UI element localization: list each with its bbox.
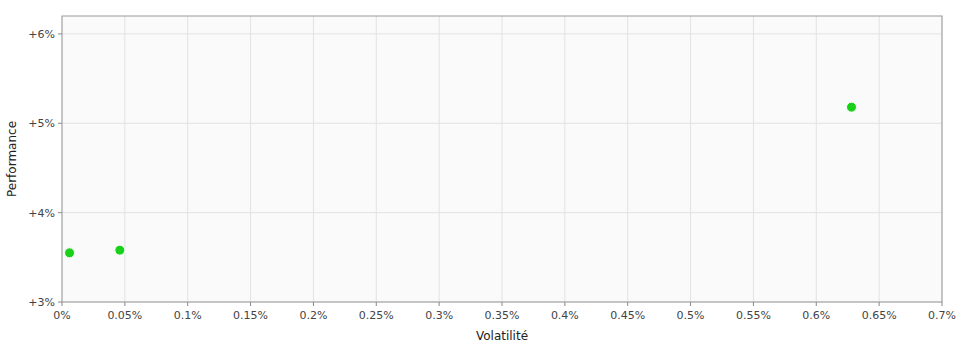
x-tick-label: 0.45% (610, 309, 645, 322)
x-tick (879, 302, 880, 306)
x-tick (376, 302, 377, 306)
x-tick-label: 0.1% (174, 309, 202, 322)
x-grid-line (376, 16, 377, 302)
y-tick-label: +3% (28, 296, 55, 309)
scatter-point (65, 248, 75, 258)
x-tick (502, 302, 503, 306)
y-tick (58, 212, 62, 213)
chart-svg: 0% 0.05% 0.1% 0.15% 0.2% 0.25% 0.3% 0.35% 0.4% 0.… (0, 0, 966, 350)
x-tick (564, 302, 565, 306)
x-axis-label: Volatilité (476, 329, 528, 343)
x-tick (942, 302, 943, 306)
x-tick-label: 0.7% (928, 309, 956, 322)
y-grid-line (62, 123, 942, 124)
x-tick (124, 302, 125, 306)
y-tick (58, 33, 62, 34)
y-axis-label: Performance (5, 121, 19, 197)
x-tick (62, 302, 63, 306)
y-tick (58, 302, 62, 303)
axes: 0% 0.05% 0.1% 0.15% 0.2% 0.25% 0.3% 0.35% 0.4% 0.… (28, 28, 956, 322)
grid (62, 16, 942, 302)
x-grid-line (564, 16, 565, 302)
x-tick (313, 302, 314, 306)
x-tick-label: 0.65% (862, 309, 897, 322)
x-tick (187, 302, 188, 306)
scatter-point (115, 245, 125, 255)
x-grid-line (879, 16, 880, 302)
x-tick (816, 302, 817, 306)
x-grid-line (753, 16, 754, 302)
x-grid-line (816, 16, 817, 302)
x-tick-label: 0.6% (802, 309, 830, 322)
x-grid-line (627, 16, 628, 302)
x-grid-line (124, 16, 125, 302)
y-tick-label: +4% (28, 207, 55, 220)
x-tick (627, 302, 628, 306)
x-tick-label: 0% (53, 309, 70, 322)
x-tick-label: 0.35% (485, 309, 520, 322)
x-tick-label: 0.4% (551, 309, 579, 322)
x-grid-line (502, 16, 503, 302)
y-grid-line (62, 212, 942, 213)
plot-background (62, 16, 942, 302)
x-grid-line (187, 16, 188, 302)
chart-container: 0% 0.05% 0.1% 0.15% 0.2% 0.25% 0.3% 0.35% 0.4% 0.… (0, 0, 966, 350)
x-grid-line (690, 16, 691, 302)
marks (65, 102, 857, 258)
x-tick (753, 302, 754, 306)
x-tick-label: 0.55% (736, 309, 771, 322)
x-tick-label: 0.2% (299, 309, 327, 322)
x-tick (250, 302, 251, 306)
x-tick-label: 0.05% (107, 309, 142, 322)
x-tick-label: 0.15% (233, 309, 268, 322)
x-grid-line (439, 16, 440, 302)
scatter-point (846, 102, 856, 112)
x-tick (690, 302, 691, 306)
x-tick-label: 0.25% (359, 309, 394, 322)
y-tick-label: +6% (28, 28, 55, 41)
x-tick-label: 0.3% (425, 309, 453, 322)
x-grid-line (313, 16, 314, 302)
x-tick-label: 0.5% (677, 309, 705, 322)
y-tick (58, 123, 62, 124)
y-tick-label: +5% (28, 117, 55, 130)
x-tick (439, 302, 440, 306)
x-grid-line (250, 16, 251, 302)
y-grid-line (62, 33, 942, 34)
plot-frame (62, 16, 942, 302)
